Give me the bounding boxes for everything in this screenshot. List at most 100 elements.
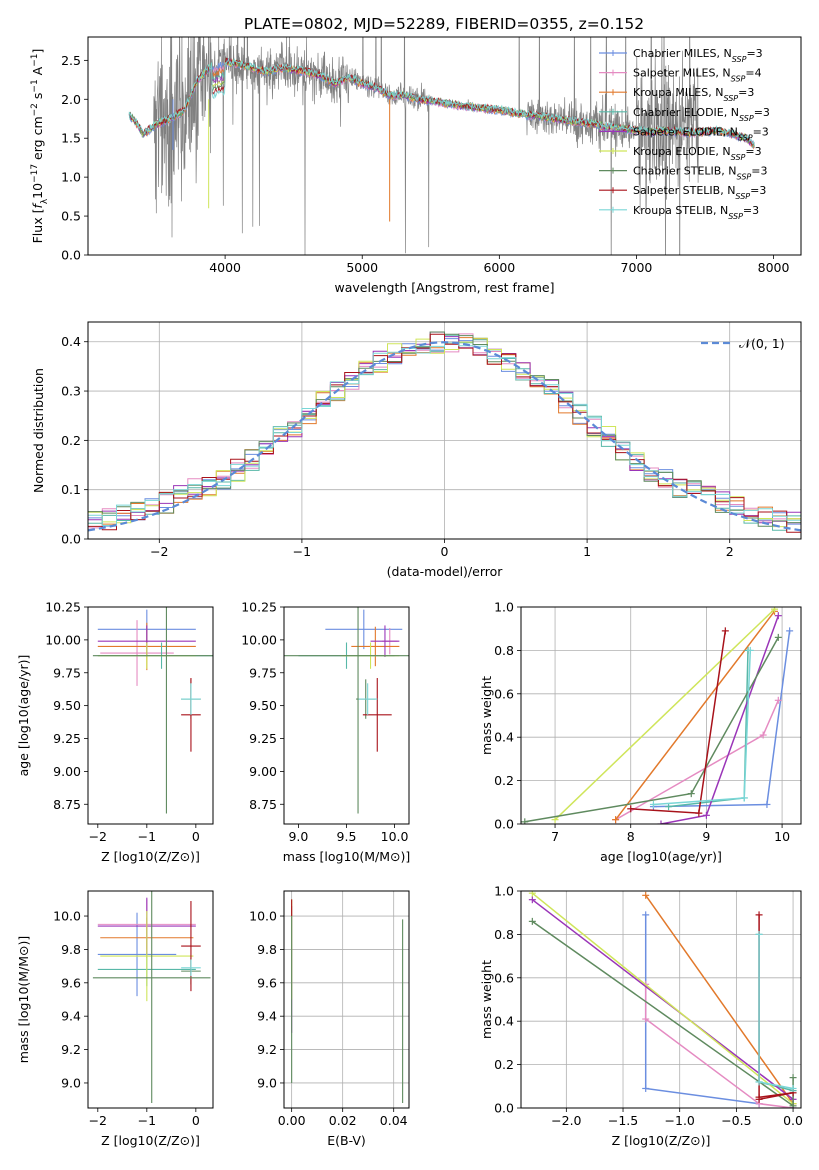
x-axis-label: wavelength [Angstrom, rest frame] — [334, 280, 554, 295]
legend-label-name: Kroupa STELIB, N — [633, 204, 728, 217]
weight-series-line — [630, 630, 727, 814]
plot-area — [291, 899, 404, 1103]
y-tick-label: 9.2 — [257, 1042, 277, 1057]
y-axis-label-part: 10 — [30, 183, 45, 199]
weight-series-line — [531, 899, 794, 1108]
weight-series-line — [660, 615, 780, 824]
y-tick-label: 9.4 — [257, 1009, 277, 1024]
y-tick-label: 9.8 — [257, 942, 277, 957]
y-tick-label: 0.4 — [61, 334, 81, 349]
legend-label-name: Salpeter ELODIE, N — [633, 125, 738, 138]
legend-label-name: Chabrier ELODIE, N — [633, 106, 739, 119]
y-tick-label: 1.0 — [61, 170, 81, 185]
x-axis-label: (data-model)/error — [387, 564, 504, 579]
x-tick-label: 4000 — [209, 260, 241, 275]
panel-age-vs-mass: 9.0 9.5 10.0 8.75 9.00 9.25 9.50 9.75 10.00 10.25… — [241, 600, 410, 865]
plot-area — [92, 891, 211, 1103]
axes-border — [283, 890, 410, 1109]
y-tick-label: 1.5 — [61, 131, 81, 146]
y-tick-label: 0.2 — [494, 1057, 514, 1072]
y-tick-label: 1.0 — [494, 600, 514, 615]
histogram-series — [88, 333, 801, 533]
y-tick-label: 0.0 — [61, 248, 81, 263]
x-tick-label: −1 — [293, 544, 311, 559]
y-tick-label: 0.5 — [61, 209, 81, 224]
x-axis-label: Z [log10(Z/Z⊙)] — [101, 849, 200, 864]
histogram-series — [88, 337, 801, 528]
x-tick-label: 5000 — [346, 260, 378, 275]
x-tick-label: 0.0 — [783, 1113, 803, 1128]
legend-label-n: =4 — [745, 67, 761, 80]
y-axis-label-part: A — [30, 66, 45, 79]
weight-series-line — [644, 914, 760, 1105]
y-tick-label: 9.8 — [61, 942, 81, 957]
panel-weight-vs-Z: −2.0 −1.5 −1.0 −0.5 0.0 0.0 0.2 0.4 0.6 0.8 1.0 Z [… — [479, 884, 803, 1149]
weight-series-line — [758, 934, 794, 1090]
panel-spectrum: 4000 5000 6000 7000 8000 0.0 0.5 1.0 1.5 2.0 2.5 wa… — [30, 36, 802, 295]
x-tick-label: −2 — [89, 1113, 107, 1128]
weight-series-line — [758, 914, 794, 1101]
legend-label: Kroupa STELIB, NSSP=3 — [633, 204, 759, 221]
y-tick-label: 0.4 — [494, 730, 514, 745]
legend-label-sub: SSP — [728, 211, 743, 220]
x-axis-label: Z [log10(Z/Z⊙)] — [101, 1133, 200, 1148]
axes-border — [520, 890, 802, 1109]
x-tick-label: 10.0 — [381, 829, 409, 844]
axes-frame: 0.00 0.02 0.04 9.0 9.2 9.4 9.6 9.8 10.0 E(B-V) — [249, 890, 410, 1148]
legend-label-sub: SSP — [731, 74, 746, 83]
panel-age-vs-Z: −2 −1 0 8.75 9.00 9.25 9.50 9.75 10.00 10.25 Z [lo… — [16, 600, 214, 864]
y-axis-label-part: erg cm — [30, 116, 45, 164]
x-tick-label: 0 — [192, 829, 200, 844]
legend-label-n: =3 — [745, 145, 761, 158]
axes-border — [520, 606, 802, 825]
x-tick-label: 6000 — [483, 260, 515, 275]
y-tick-label: 0.0 — [61, 532, 81, 547]
legend-label-name: Kroupa MILES, N — [633, 86, 723, 99]
y-tick-label: 0.8 — [494, 927, 514, 942]
axes-border — [87, 36, 802, 256]
y-tick-label: 9.6 — [61, 975, 81, 990]
y-axis-label: Normed distribution — [31, 368, 46, 493]
y-tick-label: 9.2 — [61, 1042, 81, 1057]
legend-label-name: Salpeter STELIB, N — [633, 184, 735, 197]
y-tick-label: 9.75 — [249, 665, 277, 680]
y-tick-label: 0.6 — [494, 686, 514, 701]
plot-area — [528, 891, 797, 1108]
y-axis-label-part: ] — [30, 49, 45, 54]
y-axis-label-part: −17 — [30, 164, 40, 183]
y-tick-label: 2.5 — [61, 53, 81, 68]
plot-area — [92, 607, 213, 814]
y-tick-label: 0.6 — [494, 970, 514, 985]
legend: 𝒩(0, 1) — [701, 336, 785, 351]
y-tick-label: 0.4 — [494, 1014, 514, 1029]
panel-residuals: −2 −1 0 1 2 0.0 0.1 0.2 0.3 0.4 𝒩(0, 1) (data-model… — [31, 321, 802, 579]
plot-area — [521, 607, 794, 824]
panel-mass-vs-Z: −2 −1 0 9.0 9.2 9.4 9.6 9.8 10.0 Z [log10(Z/Z⊙)] m… — [16, 890, 214, 1148]
legend-label-sub: SSP — [731, 153, 746, 162]
weight-series-line — [653, 650, 752, 806]
y-axis-label: age [log10(age/yr)] — [16, 655, 31, 777]
axes-frame: −2 −1 0 1 2 0.0 0.1 0.2 0.3 0.4 𝒩(0, 1) (data-model… — [31, 321, 802, 579]
y-tick-label: 2.0 — [61, 92, 81, 107]
y-tick-label: 10.00 — [45, 632, 81, 647]
x-tick-label: −1 — [138, 1113, 156, 1128]
y-tick-label: 9.0 — [61, 1075, 81, 1090]
axes-border — [87, 890, 214, 1109]
weight-series-line — [615, 610, 776, 821]
y-tick-label: 0.0 — [494, 1101, 514, 1116]
weight-series-line — [758, 934, 794, 1092]
y-tick-label: 10.25 — [241, 600, 277, 615]
legend-label-sub: SSP — [732, 55, 747, 64]
x-tick-label: 2 — [726, 544, 734, 559]
y-tick-label: 0.3 — [61, 384, 81, 399]
legend-label-n: =3 — [738, 86, 754, 99]
legend-label-name: Salpeter MILES, N — [633, 67, 731, 80]
x-tick-label: −2 — [89, 829, 107, 844]
y-tick-label: 10.25 — [45, 600, 81, 615]
y-axis-label: Flux [fλ10−17 erg cm−2 s−1 A−1] — [30, 49, 50, 244]
y-tick-label: 0.2 — [494, 773, 514, 788]
x-tick-label: −2.0 — [551, 1113, 581, 1128]
legend-label-n: =3 — [746, 47, 762, 60]
legend-label: Kroupa MILES, NSSP=3 — [633, 86, 754, 103]
